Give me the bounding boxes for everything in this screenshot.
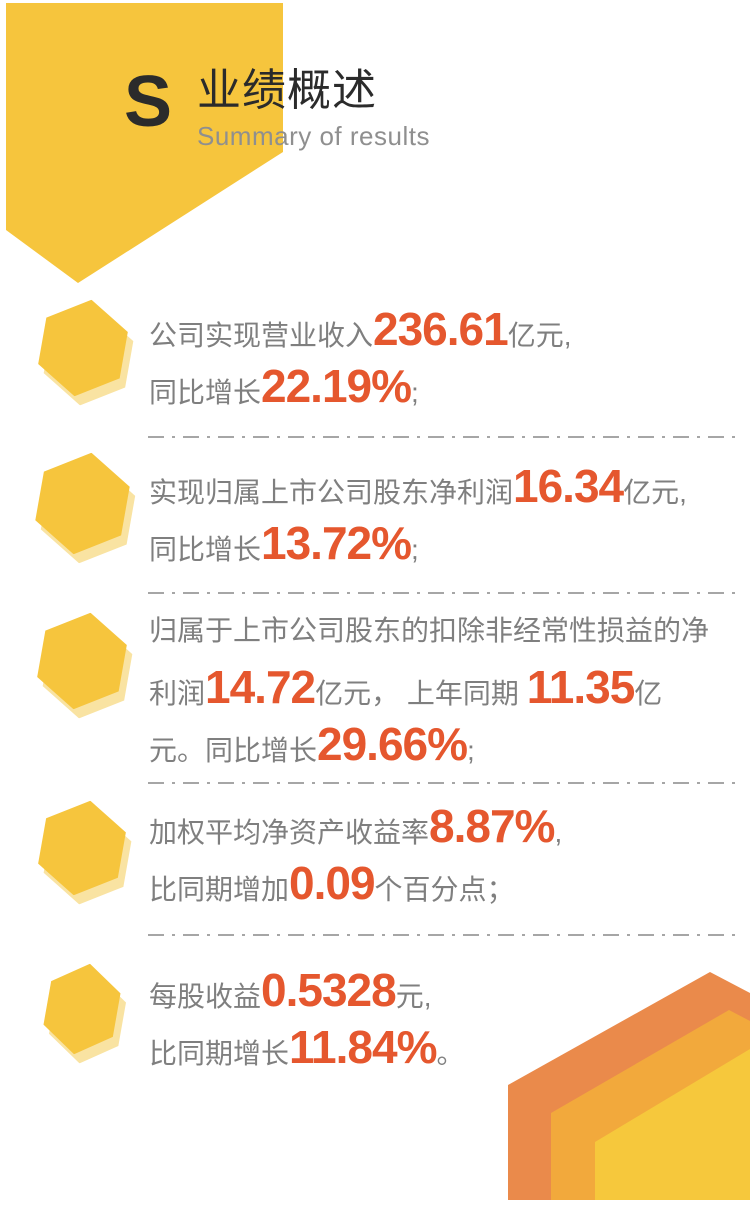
highlight-number: 16.34	[513, 460, 624, 512]
item-line: 元。同比增长29.66%;	[149, 716, 749, 773]
text-run: 亿	[634, 678, 663, 709]
highlight-number: 13.72%	[261, 517, 412, 569]
text-run: 个百分点；	[374, 874, 515, 905]
text-run: 亿元， 上年同期	[315, 678, 527, 709]
highlight-number: 0.09	[289, 857, 376, 909]
divider-line	[148, 592, 736, 594]
text-run: 每股收益	[149, 981, 262, 1012]
item-line: 同比增长13.72%;	[149, 515, 749, 572]
highlight-number: 11.35	[526, 661, 636, 713]
text-run: 亿元,	[507, 320, 572, 351]
text-run: 利润	[149, 678, 206, 709]
divider-line	[148, 436, 736, 438]
item-line: 每股收益0.5328元,	[149, 962, 749, 1019]
highlight-number: 0.5328	[261, 964, 397, 1016]
text-run: ;	[411, 377, 419, 408]
item-line: 公司实现营业收入236.61亿元,	[149, 301, 749, 358]
text-run: 比同期增加	[149, 874, 290, 905]
text-run: ;	[467, 735, 475, 766]
highlight-number: 22.19%	[261, 360, 412, 412]
text-run: 加权平均净资产收益率	[149, 817, 430, 848]
section-initial: S	[124, 62, 173, 142]
section-title: 业绩概述	[197, 66, 377, 115]
text-run: 比同期增长	[149, 1038, 290, 1069]
corner-layer-inner	[595, 1049, 750, 1200]
item-line: 归属于上市公司股东的扣除非经常性损益的净	[149, 602, 749, 659]
highlight-number: 29.66%	[317, 718, 468, 770]
item-line: 比同期增加0.09个百分点；	[149, 855, 749, 912]
bullet-hexagon-icon	[28, 793, 135, 904]
text-run: 。	[436, 1038, 465, 1069]
item-line: 比同期增长11.84%。	[149, 1019, 749, 1076]
bullet-hexagon-icon	[35, 957, 130, 1061]
text-run: 元,	[395, 981, 432, 1012]
divider-line	[148, 782, 736, 784]
text-run: 亿元,	[623, 477, 687, 508]
text-run: ;	[411, 534, 419, 565]
text-run: 元。同比增长	[149, 735, 318, 766]
text-run: 归属于上市公司股东的扣除非经常性损益的净	[149, 615, 710, 646]
text-run: 实现归属上市公司股东净利润	[149, 477, 514, 508]
text-run: 同比增长	[149, 534, 262, 565]
highlight-number: 236.61	[373, 303, 509, 355]
text-run: ,	[554, 817, 563, 848]
item-line: 同比增长22.19%;	[149, 358, 749, 415]
corner-decoration	[508, 972, 750, 1200]
bullet-hexagon-icon	[27, 605, 137, 718]
highlight-number: 14.72	[205, 661, 316, 713]
divider-line	[148, 934, 736, 936]
summary-item: 每股收益0.5328元, 比同期增长11.84%。	[149, 962, 749, 1076]
highlight-number: 11.84%	[289, 1021, 437, 1073]
header-banner-shape	[6, 3, 283, 283]
item-line: 加权平均净资产收益率8.87%,	[149, 798, 749, 855]
summary-item: 加权平均净资产收益率8.87%, 比同期增加0.09个百分点；	[149, 798, 749, 912]
summary-item: 实现归属上市公司股东净利润16.34亿元, 同比增长13.72%;	[149, 458, 749, 572]
bullet-hexagon-icon	[25, 444, 140, 563]
summary-item: 公司实现营业收入236.61亿元, 同比增长22.19%;	[149, 301, 749, 415]
summary-item: 归属于上市公司股东的扣除非经常性损益的净 利润14.72亿元， 上年同期 11.3…	[149, 602, 749, 773]
bullet-hexagon-icon	[28, 292, 138, 405]
highlight-number: 8.87%	[429, 800, 555, 852]
item-line: 利润14.72亿元， 上年同期 11.35亿	[149, 659, 749, 716]
banner-pentagon	[6, 3, 283, 283]
item-line: 实现归属上市公司股东净利润16.34亿元,	[149, 458, 749, 515]
text-run: 公司实现营业收入	[149, 320, 374, 351]
text-run: 同比增长	[149, 377, 262, 408]
section-subtitle: Summary of results	[197, 121, 430, 151]
